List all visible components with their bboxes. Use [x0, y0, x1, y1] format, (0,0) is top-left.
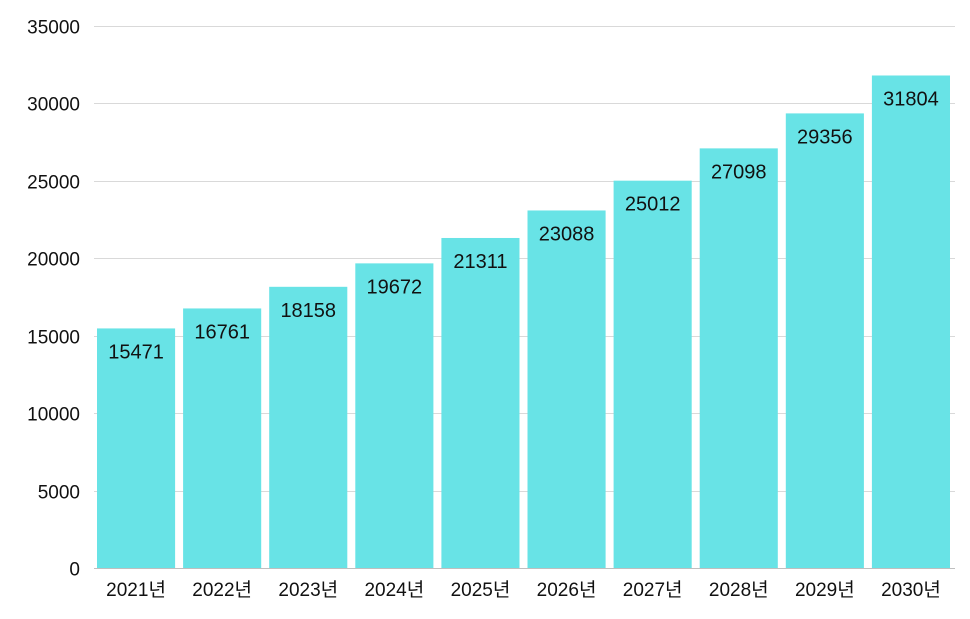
bar	[183, 308, 262, 568]
y-tick-label: 35000	[27, 18, 80, 39]
data-label: 21311	[453, 251, 507, 273]
data-label: 27098	[711, 161, 767, 183]
bar	[785, 113, 864, 569]
y-tick-label: 20000	[27, 250, 80, 271]
y-tick-label: 30000	[27, 95, 80, 116]
x-tick-label: 2023년	[278, 579, 338, 601]
data-label: 29356	[797, 126, 853, 148]
x-tick-label: 2024년	[364, 579, 424, 601]
bar	[871, 75, 950, 568]
bar	[527, 210, 606, 569]
bar	[269, 286, 348, 568]
data-label: 18158	[280, 300, 336, 322]
bar	[699, 148, 778, 569]
y-tick-label: 15000	[27, 328, 80, 349]
data-label: 16761	[194, 321, 250, 343]
data-label: 23088	[539, 223, 595, 245]
x-tick-label: 2029년	[795, 579, 855, 601]
data-label: 31804	[883, 88, 939, 110]
y-tick-label: 10000	[27, 405, 80, 426]
x-tick-label: 2026년	[537, 579, 597, 601]
x-tick-label: 2028년	[709, 579, 769, 601]
data-label: 25012	[625, 194, 681, 216]
x-tick-label: 2030년	[881, 579, 941, 601]
bar	[613, 180, 692, 568]
data-label: 19672	[367, 276, 423, 298]
x-tick-label: 2022년	[192, 579, 252, 601]
data-label: 15471	[108, 341, 164, 363]
x-tick-label: 2027년	[623, 579, 683, 601]
bar	[97, 328, 176, 568]
x-tick-label: 2021년	[106, 579, 166, 601]
x-tick-label: 2025년	[451, 579, 511, 601]
y-tick-label: 0	[69, 560, 80, 581]
bar	[441, 237, 520, 568]
y-tick-label: 5000	[38, 483, 80, 504]
y-tick-label: 25000	[27, 173, 80, 194]
bar	[355, 263, 434, 568]
